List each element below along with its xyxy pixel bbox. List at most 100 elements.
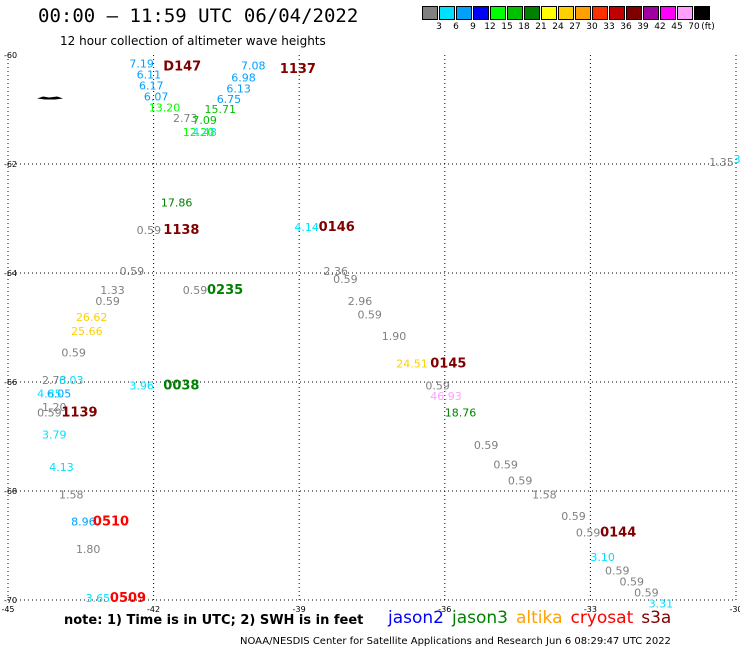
wave-height-label: 0.59 [474, 439, 499, 452]
longitude-tick-label: -39 [293, 605, 306, 614]
wave-height-label: 3.79 [42, 428, 66, 441]
wave-height-label: 0.59 [37, 407, 62, 420]
wave-height-label: 6.17 [139, 80, 164, 93]
pass-time-label: 1138 [163, 223, 199, 238]
satellite-legend-cryosat: cryosat [570, 608, 634, 628]
wave-height-label: 6.98 [231, 71, 256, 84]
wave-height-label: 3.65 [86, 592, 111, 605]
island-outline [37, 96, 64, 100]
wave-height-label: 26.62 [76, 311, 108, 324]
wave-height-label: 3.96 [129, 379, 154, 392]
colorbar-swatch [575, 6, 591, 20]
footer-credit: NOAA/NESDIS Center for Satellite Applica… [240, 636, 671, 647]
colorbar-label: 18 [518, 22, 530, 32]
pass-time-label: 0235 [207, 283, 243, 298]
wave-height-label: 1.33 [100, 284, 125, 297]
wave-height-label: 46.93 [430, 390, 462, 403]
latitude-tick-label: -62 [4, 160, 17, 169]
colorbar-label: 24 [552, 22, 564, 32]
colorbar-swatch [490, 6, 506, 20]
latitude-tick-label: -60 [4, 51, 17, 60]
wave-height-label: 6.11 [137, 69, 162, 82]
wave-height-label: 0.59 [605, 565, 630, 578]
wave-height-label: 0.59 [576, 526, 601, 539]
graticule: -45 -42 -39 -36 -33 -30 -60 -62 -64 -66 -68 -70 [1, 51, 740, 614]
wave-height-label: 3.6 [734, 153, 740, 166]
pass-time-label: 0510 [93, 515, 129, 530]
colorbar-swatch [677, 6, 693, 20]
pass-time-label: 1137 [280, 62, 316, 77]
map-subtitle: 12 hour collection of altimeter wave hei… [60, 34, 326, 48]
pass-time-label: 0146 [319, 220, 355, 235]
latitude-tick-label: -64 [4, 269, 17, 278]
colorbar-swatch [507, 6, 523, 20]
wave-height-label: 0.59 [425, 379, 450, 392]
footer-note: note: 1) Time is in UTC; 2) SWH is in fe… [64, 613, 364, 628]
colorbar-swatch [524, 6, 540, 20]
wave-height-label: 1.20 [42, 401, 66, 414]
wave-height-label: 1.58 [532, 488, 557, 501]
pass-time-label: 0509 [110, 591, 146, 606]
wave-height-label: 1.35 [709, 156, 734, 169]
satellite-legend-s3a: s3a [641, 608, 672, 628]
wave-height-label: 7.09 [192, 114, 217, 127]
colorbar-swatch [694, 6, 710, 20]
wave-height-label: 7.19 [129, 58, 154, 71]
wave-height-label: 1.58 [59, 488, 84, 501]
wave-height-label: 2.73 [42, 374, 66, 387]
latitude-tick-label: -66 [4, 378, 17, 387]
wave-height-label: 1.80 [76, 543, 101, 556]
wave-height-label: 8.96 [71, 516, 96, 529]
wave-height-label: 0.59 [61, 347, 86, 360]
colorbar-swatch [592, 6, 608, 20]
colorbar-swatch [456, 6, 472, 20]
pass-time-labels: D147 1137 1138 0146 0235 0145 0038 1139 0510 0509… [61, 59, 636, 605]
wave-height-label: 2.96 [348, 295, 373, 308]
colorbar-label: 45 [671, 22, 683, 32]
colorbar-swatch [558, 6, 574, 20]
colorbar-label: 21 [535, 22, 547, 32]
wave-height-label: 13.20 [149, 101, 181, 114]
colorbar-label: 39 [637, 22, 649, 32]
wave-height-label: 0.59 [357, 308, 382, 321]
colorbar-swatch [541, 6, 557, 20]
longitude-tick-label: -30 [729, 605, 740, 614]
colorbar-label: 27 [569, 22, 581, 32]
wave-height-label: 15.71 [205, 103, 237, 116]
pass-time-label: 0038 [163, 378, 199, 393]
longitude-tick-label: -45 [1, 605, 14, 614]
colorbar-label: 30 [586, 22, 598, 32]
colorbar-swatch [643, 6, 659, 20]
wave-height-label: 0.59 [333, 273, 358, 286]
wave-height-label: 0.59 [493, 458, 518, 471]
wave-height-label: 12.20 [183, 126, 215, 139]
wave-height-label: 4.85 [37, 387, 62, 400]
pass-time-label: 1139 [61, 406, 97, 421]
satellite-legend: jason2 jason3 altika cryosat s3a [388, 608, 679, 628]
colorbar-label: 9 [470, 22, 476, 32]
colorbar-label: 70 [688, 22, 700, 32]
latitude-tick-label: -68 [4, 487, 17, 496]
map-title: 00:00 – 11:59 UTC 06/04/2022 [38, 5, 359, 27]
colorbar-swatch [473, 6, 489, 20]
wave-height-label: 0.59 [508, 475, 532, 488]
colorbar-label: 36 [620, 22, 632, 32]
colorbar-label: 33 [603, 22, 615, 32]
satellite-legend-jason2: jason2 [388, 608, 444, 628]
wave-height-label: 3.31 [649, 597, 674, 610]
pass-time-label: 0144 [600, 525, 636, 540]
wave-height-label: 6.75 [217, 93, 242, 106]
wave-height-label: 6.05 [47, 387, 72, 400]
colorbar-label: 6 [453, 22, 459, 32]
longitude-tick-label: -36 [438, 605, 451, 614]
wave-height-observations: 7.196.116.176.0713.202.7312.204.487.0915… [37, 58, 740, 611]
wave-height-label: 0.59 [183, 284, 208, 297]
wave-height-label: 1.90 [382, 330, 407, 343]
wave-height-label: 4.14 [294, 221, 319, 234]
satellite-legend-jason3: jason3 [452, 608, 508, 628]
wave-height-label: 6.13 [226, 82, 251, 95]
colorbar-label: 42 [654, 22, 666, 32]
pass-time-label: 0145 [430, 356, 466, 371]
wave-height-label: 2.73 [173, 112, 198, 125]
